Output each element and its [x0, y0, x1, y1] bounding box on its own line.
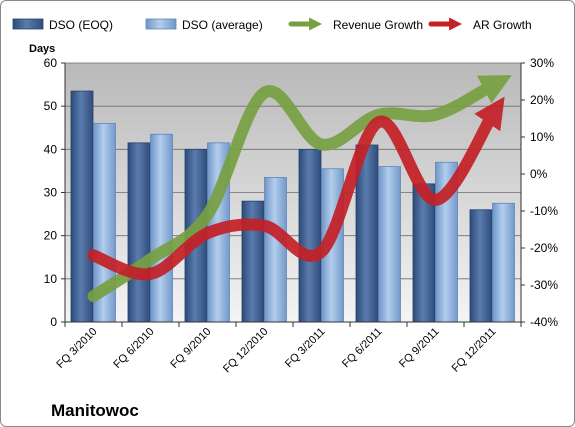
x-tick-labels: FQ 3/2010 FQ 6/2010 FQ 9/2010 FQ 12/2010 FQ … [54, 326, 498, 376]
y2-tick-label: -10% [530, 204, 558, 218]
bar-dso-average [492, 202, 515, 323]
series-line-revenue-growth [87, 75, 512, 303]
y-tick-labels: 0 10 20 30 40 50 60 [44, 56, 58, 329]
y2-tick-label: -20% [530, 241, 558, 255]
y-tick-label: 20 [44, 229, 58, 243]
x-tick-label: FQ 3/2010 [54, 326, 99, 371]
y-tick-label: 30 [44, 186, 58, 200]
y-tick-label: 60 [44, 56, 58, 70]
legend: DSO (EOQ) DSO (average) Revenue Growth AR G… [12, 17, 532, 32]
bar-dso-average [378, 166, 401, 323]
x-tick-label: FQ 3/2011 [283, 326, 328, 371]
y2-tick-label: 20% [530, 93, 554, 107]
series-line-ar-growth [87, 96, 505, 281]
y2-tick-label: -40% [530, 315, 558, 329]
bar-dso-eoq [298, 148, 322, 323]
bar-dso-eoq [70, 90, 94, 323]
y-tick-label: 10 [44, 272, 58, 286]
x-tick-label: FQ 6/2010 [111, 326, 156, 371]
bar-dso-average [150, 133, 173, 323]
legend-label-revenue-growth: Revenue Growth [333, 18, 423, 32]
growth-lines [87, 75, 512, 303]
bar-dso-average [264, 176, 287, 323]
bar-dso-eoq [127, 142, 151, 323]
legend-label-ar-growth: AR Growth [473, 18, 532, 32]
legend-swatch-dso-average [145, 18, 177, 30]
legend-label-dso-eoq: DSO (EOQ) [49, 18, 113, 32]
y2-tick-label: 10% [530, 130, 554, 144]
x-tick-label: FQ 12/2010 [221, 326, 271, 376]
y2-tick-label: -30% [530, 278, 558, 292]
bar-dso-eoq [469, 209, 493, 323]
y-tick-label: 0 [50, 315, 57, 329]
chart-title: Manitowoc [51, 401, 139, 420]
axes [61, 62, 525, 327]
y2-tick-labels: -40% -30% -20% -10% 0% 10% 20% 30% [530, 56, 558, 329]
y2-tick-label: 30% [530, 56, 554, 70]
y-axis-title: Days [29, 43, 55, 55]
x-tick-label: FQ 12/2011 [450, 326, 499, 375]
y-tick-label: 50 [44, 99, 58, 113]
x-tick-label: FQ 9/2010 [168, 326, 213, 371]
x-tick-label: FQ 9/2011 [397, 326, 442, 371]
legend-label-dso-average: DSO (average) [182, 18, 263, 32]
x-tick-label: FQ 6/2011 [340, 326, 385, 371]
y2-tick-label: 0% [530, 167, 548, 181]
y-tick-label: 40 [44, 142, 58, 156]
legend-swatch-dso-eoq [12, 18, 44, 30]
